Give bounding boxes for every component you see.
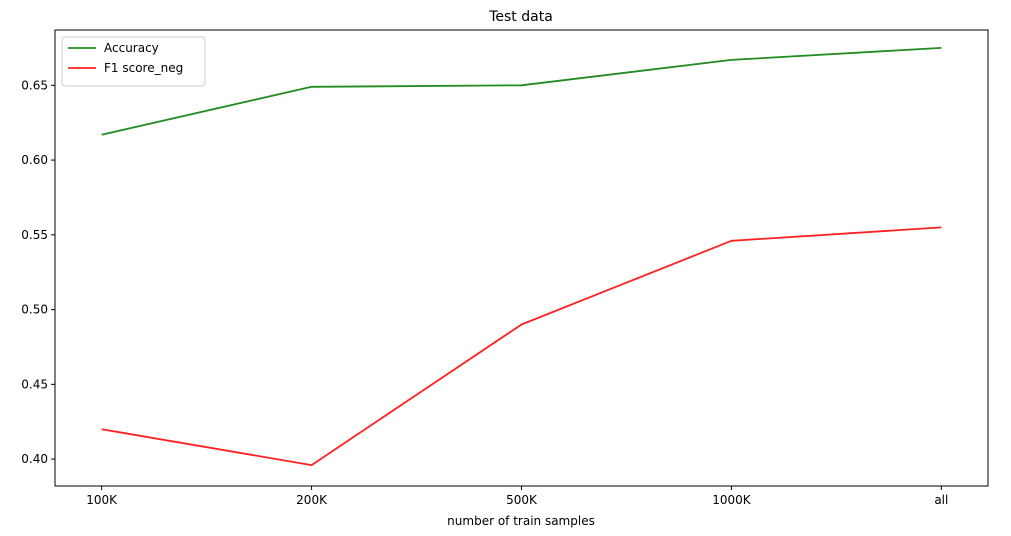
plot-area (54, 29, 989, 487)
data-point (729, 58, 733, 62)
x-tick-label: 1000K (712, 493, 752, 507)
series-layer (100, 46, 943, 467)
data-point (939, 225, 943, 229)
y-axis: 0.40 0.45 0.50 0.55 0.60 0.65 (21, 78, 55, 466)
series-line-0 (101, 47, 942, 136)
x-tick-label: 500K (506, 493, 538, 507)
data-point (520, 323, 524, 327)
x-tick-label: 100K (86, 493, 118, 507)
data-point (729, 239, 733, 243)
data-point (939, 46, 943, 50)
x-tick-label: 200K (296, 493, 328, 507)
data-point (310, 85, 314, 89)
legend-label: F1 score_neg (104, 61, 183, 75)
series-line-1 (101, 226, 942, 467)
legend-box (61, 36, 206, 87)
data-point (100, 427, 104, 431)
legend-label: Accuracy (104, 41, 159, 55)
data-point (520, 83, 524, 87)
data-point (310, 463, 314, 467)
y-tick-label: 0.60 (21, 153, 48, 167)
chart-title: Test data (488, 9, 553, 25)
x-tick-label: all (934, 493, 948, 507)
y-tick-label: 0.45 (21, 377, 48, 391)
data-point (100, 133, 104, 137)
y-tick-label: 0.50 (21, 303, 48, 317)
y-tick-label: 0.65 (21, 78, 48, 92)
legend: Accuracy F1 score_neg (61, 36, 206, 87)
x-axis: 100K 200K 500K 1000K all (86, 486, 948, 507)
x-axis-label: number of train samples (447, 514, 595, 528)
y-tick-label: 0.55 (21, 228, 48, 242)
y-tick-label: 0.40 (21, 452, 48, 466)
